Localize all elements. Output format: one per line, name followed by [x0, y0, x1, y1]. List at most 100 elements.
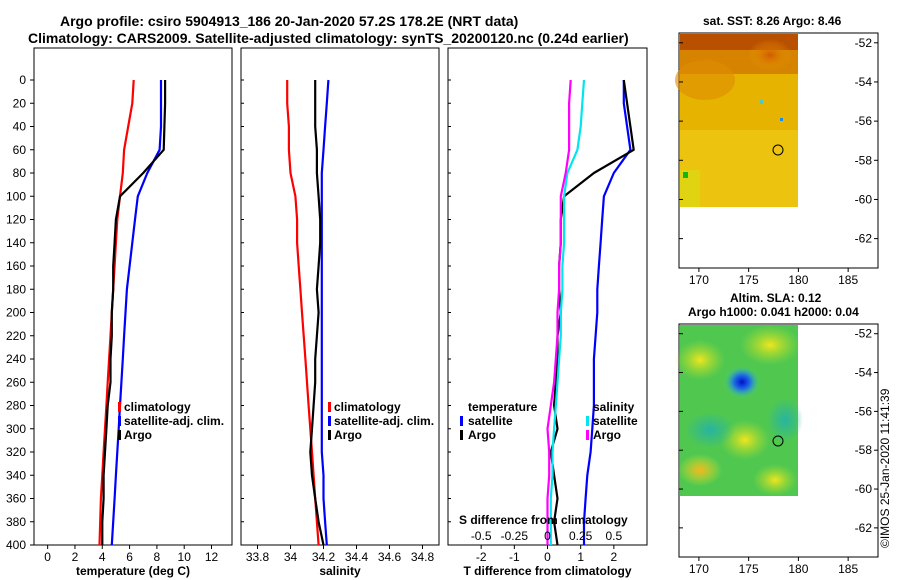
sst-map: sat. SST: 8.26 Argo: 8.46 170 175 180 185 -5… [675, 14, 879, 287]
sst-argo-location-marker [772, 144, 784, 156]
map-y-tick-label: -58 [855, 153, 873, 167]
sst-cool-patch [680, 170, 700, 207]
y-tick-label: 260 [6, 375, 26, 389]
y-tick-label: 100 [6, 189, 26, 203]
legend-swatch-climatology [118, 402, 121, 412]
legend-label-temp-argo: Argo [468, 428, 496, 442]
series-line-temperature-satellite [582, 80, 632, 545]
map-y-tick-label: -56 [855, 404, 873, 418]
series-line-climatology [286, 80, 320, 546]
x-tick-label: 33.8 [246, 550, 270, 564]
sla-map-title-line2: Argo h1000: 0.041 h2000: 0.04 [688, 305, 859, 319]
x-tick-label: 4 [99, 550, 106, 564]
map-y-tick-label: -58 [855, 443, 873, 457]
x-tick-label: 8 [154, 550, 161, 564]
map-y-tick-label: -60 [855, 482, 873, 496]
x-tick-label: 12 [205, 550, 219, 564]
legend-label-climatology: climatology [124, 400, 191, 414]
y-tick-label: 220 [6, 329, 26, 343]
imos-credit: ©IMOS 25-Jan-2020 11:41:39 [878, 388, 892, 548]
plot-frame [33, 47, 233, 546]
y-tick-label: 340 [6, 468, 26, 482]
map-x-tick-label: 180 [788, 273, 808, 287]
series-line-argo [309, 80, 325, 546]
map-x-tick-label: 175 [739, 562, 759, 576]
y-tick-label: 300 [6, 422, 26, 436]
y-tick-label: 360 [6, 492, 26, 506]
map-y-tick-label: -54 [855, 366, 873, 380]
series-line-satellite-adj-clim- [320, 79, 330, 546]
s-tick-label: -0.25 [501, 529, 529, 543]
plot-frame [240, 47, 440, 546]
s-difference-ticks: -0.5 -0.25 0 0.25 0.5 [471, 529, 623, 543]
y-tick-label: 60 [13, 143, 27, 157]
temperature-panel: 0204060801001201401601802002202402602803… [6, 47, 233, 578]
x-axis-label: T difference from climatology [463, 564, 631, 578]
temperature-legend: climatology satellite-adj. clim. Argo [118, 400, 224, 442]
y-tick-label: 180 [6, 282, 26, 296]
x-tick-label: 34.4 [345, 550, 369, 564]
legend-swatch-satellite [328, 416, 331, 426]
x-tick-label: 34 [284, 550, 298, 564]
s-tick-label: -0.5 [471, 529, 492, 543]
y-tick-label: 400 [6, 538, 26, 552]
series-line-argo [101, 80, 167, 545]
legend-swatch-climatology [328, 402, 331, 412]
sst-cyan-spot [760, 100, 763, 104]
map-y-tick-label: -60 [855, 192, 873, 206]
x-tick-label: 34.6 [378, 550, 402, 564]
sst-map-title: sat. SST: 8.26 Argo: 8.46 [703, 14, 842, 28]
sst-cold-spot [683, 172, 688, 178]
sla-field [675, 325, 803, 496]
y-tick-label: 120 [6, 213, 26, 227]
legend-label-sal-argo: Argo [593, 428, 621, 442]
sla-high-4 [678, 454, 722, 486]
map-y-tick-label: -62 [855, 521, 873, 535]
map-x-tick-label: 170 [689, 562, 709, 576]
series-line-salinity-satellite [549, 79, 586, 545]
series-line-satellite-adj-clim- [110, 80, 163, 546]
y-tick-label: 40 [13, 120, 27, 134]
sst-blue-spot [780, 118, 783, 121]
map-y-tick-label: -52 [855, 36, 873, 50]
y-tick-label: 80 [13, 166, 27, 180]
sst-field [675, 34, 798, 207]
legend-label-satellite: satellite-adj. clim. [124, 414, 224, 428]
x-tick-label: -1 [509, 550, 520, 564]
y-tick-label: 140 [6, 236, 26, 250]
sst-map-axes: 170 175 180 185 -52 -54 -56 -58 -60 -62 [679, 36, 878, 287]
x-tick-label: 34.2 [312, 550, 336, 564]
difference-panel: -2 -1 0 1 2T difference from climatology [447, 47, 648, 578]
map-x-tick-label: 175 [739, 273, 759, 287]
legend-swatch-argo [328, 430, 331, 440]
legend-label-sal-satellite: satellite [593, 414, 638, 428]
sla-high-1 [675, 340, 725, 380]
y-tick-label: 320 [6, 445, 26, 459]
sla-map: Altim. SLA: 0.12 Argo h1000: 0.041 h2000… [675, 291, 879, 576]
y-tick-label: 240 [6, 352, 26, 366]
map-y-tick-label: -52 [855, 327, 873, 341]
x-tick-label: 0 [544, 550, 551, 564]
x-axis-label: temperature (deg C) [76, 564, 190, 578]
sla-high-5 [753, 464, 797, 496]
series-line-salinity-argo [546, 79, 572, 545]
map-y-tick-label: -62 [855, 232, 873, 246]
x-tick-label: 2 [72, 550, 79, 564]
y-tick-label: 280 [6, 399, 26, 413]
legend-swatch-satellite [118, 416, 121, 426]
series-line-temperature-argo [549, 79, 635, 546]
sla-low-2 [767, 398, 803, 442]
legend-label-satellite: satellite-adj. clim. [334, 414, 434, 428]
legend-title-temperature: temperature [468, 400, 538, 414]
sla-argo-location-marker [772, 435, 784, 447]
sst-warm-eddy [748, 39, 792, 71]
figure-title-line2: Climatology: CARS2009. Satellite-adjuste… [28, 30, 629, 46]
legend-label-climatology: climatology [334, 400, 401, 414]
legend-label-argo: Argo [334, 428, 362, 442]
s-difference-axis-label: S difference from climatology [459, 513, 628, 527]
difference-legend: temperature satellite Argo salinity sate… [460, 400, 638, 442]
map-x-tick-label: 185 [838, 273, 858, 287]
map-y-tick-label: -54 [855, 75, 873, 89]
figure-title-line1: Argo profile: csiro 5904913_186 20-Jan-2… [60, 13, 518, 29]
s-tick-label: 0 [544, 529, 551, 543]
